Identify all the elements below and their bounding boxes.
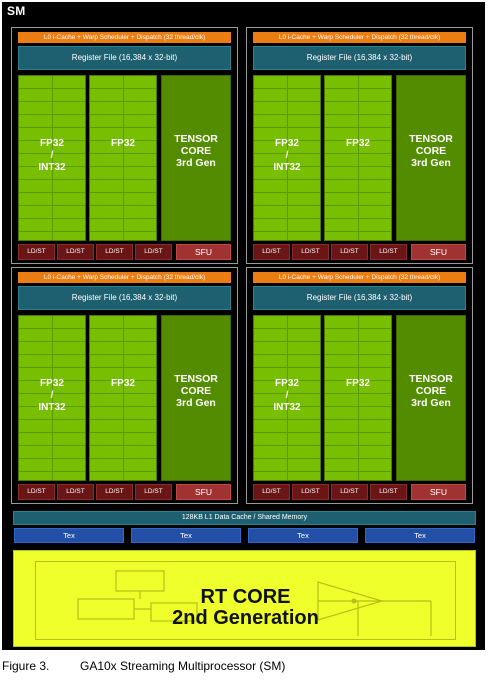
figure-number: Figure 3.: [2, 659, 50, 673]
tensor-text: TENSOR: [409, 373, 453, 385]
slash-text: /: [285, 150, 289, 161]
sfu-unit: SFU: [411, 484, 466, 500]
slash-text: /: [285, 390, 289, 401]
ld-st-unit: LD/ST: [253, 244, 290, 260]
figure-caption: Figure 3. GA10x Streaming Multiprocessor …: [2, 659, 285, 673]
generation-text: 3rd Gen: [176, 157, 216, 169]
ld-st-unit: LD/ST: [135, 484, 172, 500]
l0-icache-warp-scheduler-dispatch: L0 i-Cache + Warp Scheduler + Dispatch (…: [253, 32, 466, 43]
int32-text: INT32: [38, 402, 66, 413]
ld-st-unit: LD/ST: [57, 244, 94, 260]
fp32-unit: FP32: [89, 315, 157, 481]
tensor-text: TENSOR: [409, 133, 453, 145]
ld-st-unit: LD/ST: [331, 244, 368, 260]
int32-text: INT32: [273, 402, 301, 413]
tensor-core-label: TENSOR CORE 3rd Gen: [162, 373, 230, 409]
fp32-text: FP32: [40, 138, 64, 149]
ld-st-unit: LD/ST: [292, 484, 329, 500]
tex-unit: Tex: [131, 528, 241, 543]
l0-icache-warp-scheduler-dispatch: L0 i-Cache + Warp Scheduler + Dispatch (…: [253, 272, 466, 283]
sm-partition: L0 i-Cache + Warp Scheduler + Dispatch (…: [246, 27, 473, 264]
core-text: CORE: [415, 145, 447, 157]
fp32-text: FP32: [275, 138, 299, 149]
generation-text: 3rd Gen: [176, 397, 216, 409]
rt-core-generation: 2nd Generation: [172, 607, 319, 629]
sfu-unit: SFU: [176, 484, 231, 500]
ld-st-unit: LD/ST: [96, 484, 133, 500]
fp32-text: FP32: [40, 378, 64, 389]
ld-st-unit: LD/ST: [57, 484, 94, 500]
sm-title: SM: [7, 4, 26, 18]
figure-caption-text: GA10x Streaming Multiprocessor (SM): [80, 659, 286, 673]
register-file: Register File (16,384 x 32-bit): [253, 286, 466, 310]
fp32-label: FP32: [346, 378, 370, 389]
sm-partition: L0 i-Cache + Warp Scheduler + Dispatch (…: [11, 267, 238, 504]
tex-unit: Tex: [248, 528, 358, 543]
rt-core-title: RT CORE: [200, 586, 291, 608]
core-text: CORE: [415, 385, 447, 397]
ld-st-unit: LD/ST: [370, 484, 407, 500]
sfu-unit: SFU: [176, 244, 231, 260]
ld-st-unit: LD/ST: [96, 244, 133, 260]
rt-core-block: RT CORE 2nd Generation: [13, 550, 476, 647]
fp32-int32-label: FP32/INT32: [254, 138, 320, 174]
fp32-unit: FP32: [89, 75, 157, 241]
l0-icache-warp-scheduler-dispatch: L0 i-Cache + Warp Scheduler + Dispatch (…: [18, 32, 231, 43]
tensor-core-unit: TENSOR CORE 3rd Gen: [396, 315, 466, 481]
l1-data-cache-shared-memory: 128KB L1 Data Cache / Shared Memory: [13, 511, 476, 525]
register-file: Register File (16,384 x 32-bit): [18, 286, 231, 310]
tex-unit: Tex: [14, 528, 124, 543]
tensor-text: TENSOR: [174, 133, 218, 145]
core-text: CORE: [180, 385, 212, 397]
ld-st-unit: LD/ST: [370, 244, 407, 260]
streaming-multiprocessor: SM L0 i-Cache + Warp Scheduler + Dispatc…: [2, 2, 485, 650]
fp32-label: FP32: [111, 378, 135, 389]
register-file: Register File (16,384 x 32-bit): [18, 46, 231, 70]
rt-core-label: RT CORE 2nd Generation: [36, 587, 455, 629]
generation-text: 3rd Gen: [411, 157, 451, 169]
fp32-int32-label: FP32/INT32: [19, 138, 85, 174]
tensor-core-unit: TENSOR CORE 3rd Gen: [396, 75, 466, 241]
fp32-label: FP32: [111, 138, 135, 149]
ld-st-unit: LD/ST: [331, 484, 368, 500]
ld-st-unit: LD/ST: [292, 244, 329, 260]
ld-st-unit: LD/ST: [135, 244, 172, 260]
tensor-core-label: TENSOR CORE 3rd Gen: [397, 133, 465, 169]
fp32-text: FP32: [275, 378, 299, 389]
tex-unit: Tex: [365, 528, 475, 543]
ld-st-unit: LD/ST: [18, 484, 55, 500]
tensor-core-unit: TENSOR CORE 3rd Gen: [161, 315, 231, 481]
fp32-label: FP32: [346, 138, 370, 149]
tensor-core-label: TENSOR CORE 3rd Gen: [162, 133, 230, 169]
slash-text: /: [50, 150, 54, 161]
generation-text: 3rd Gen: [411, 397, 451, 409]
ld-st-unit: LD/ST: [18, 244, 55, 260]
rt-core-schematic-decoration: [77, 570, 432, 636]
fp32-int32-unit: FP32/INT32: [18, 315, 86, 481]
l0-icache-warp-scheduler-dispatch: L0 i-Cache + Warp Scheduler + Dispatch (…: [18, 272, 231, 283]
ld-st-unit: LD/ST: [253, 484, 290, 500]
sfu-unit: SFU: [411, 244, 466, 260]
int32-text: INT32: [273, 162, 301, 173]
tensor-core-unit: TENSOR CORE 3rd Gen: [161, 75, 231, 241]
tensor-text: TENSOR: [174, 373, 218, 385]
fp32-unit: FP32: [324, 75, 392, 241]
sm-partition: L0 i-Cache + Warp Scheduler + Dispatch (…: [11, 27, 238, 264]
rt-core-inner-frame: RT CORE 2nd Generation: [35, 561, 456, 640]
fp32-int32-label: FP32/INT32: [254, 378, 320, 414]
fp32-int32-unit: FP32/INT32: [253, 75, 321, 241]
slash-text: /: [50, 390, 54, 401]
register-file: Register File (16,384 x 32-bit): [253, 46, 466, 70]
fp32-int32-label: FP32/INT32: [19, 378, 85, 414]
tensor-core-label: TENSOR CORE 3rd Gen: [397, 373, 465, 409]
fp32-int32-unit: FP32/INT32: [18, 75, 86, 241]
sm-partition: L0 i-Cache + Warp Scheduler + Dispatch (…: [246, 267, 473, 504]
fp32-unit: FP32: [324, 315, 392, 481]
core-text: CORE: [180, 145, 212, 157]
int32-text: INT32: [38, 162, 66, 173]
fp32-int32-unit: FP32/INT32: [253, 315, 321, 481]
